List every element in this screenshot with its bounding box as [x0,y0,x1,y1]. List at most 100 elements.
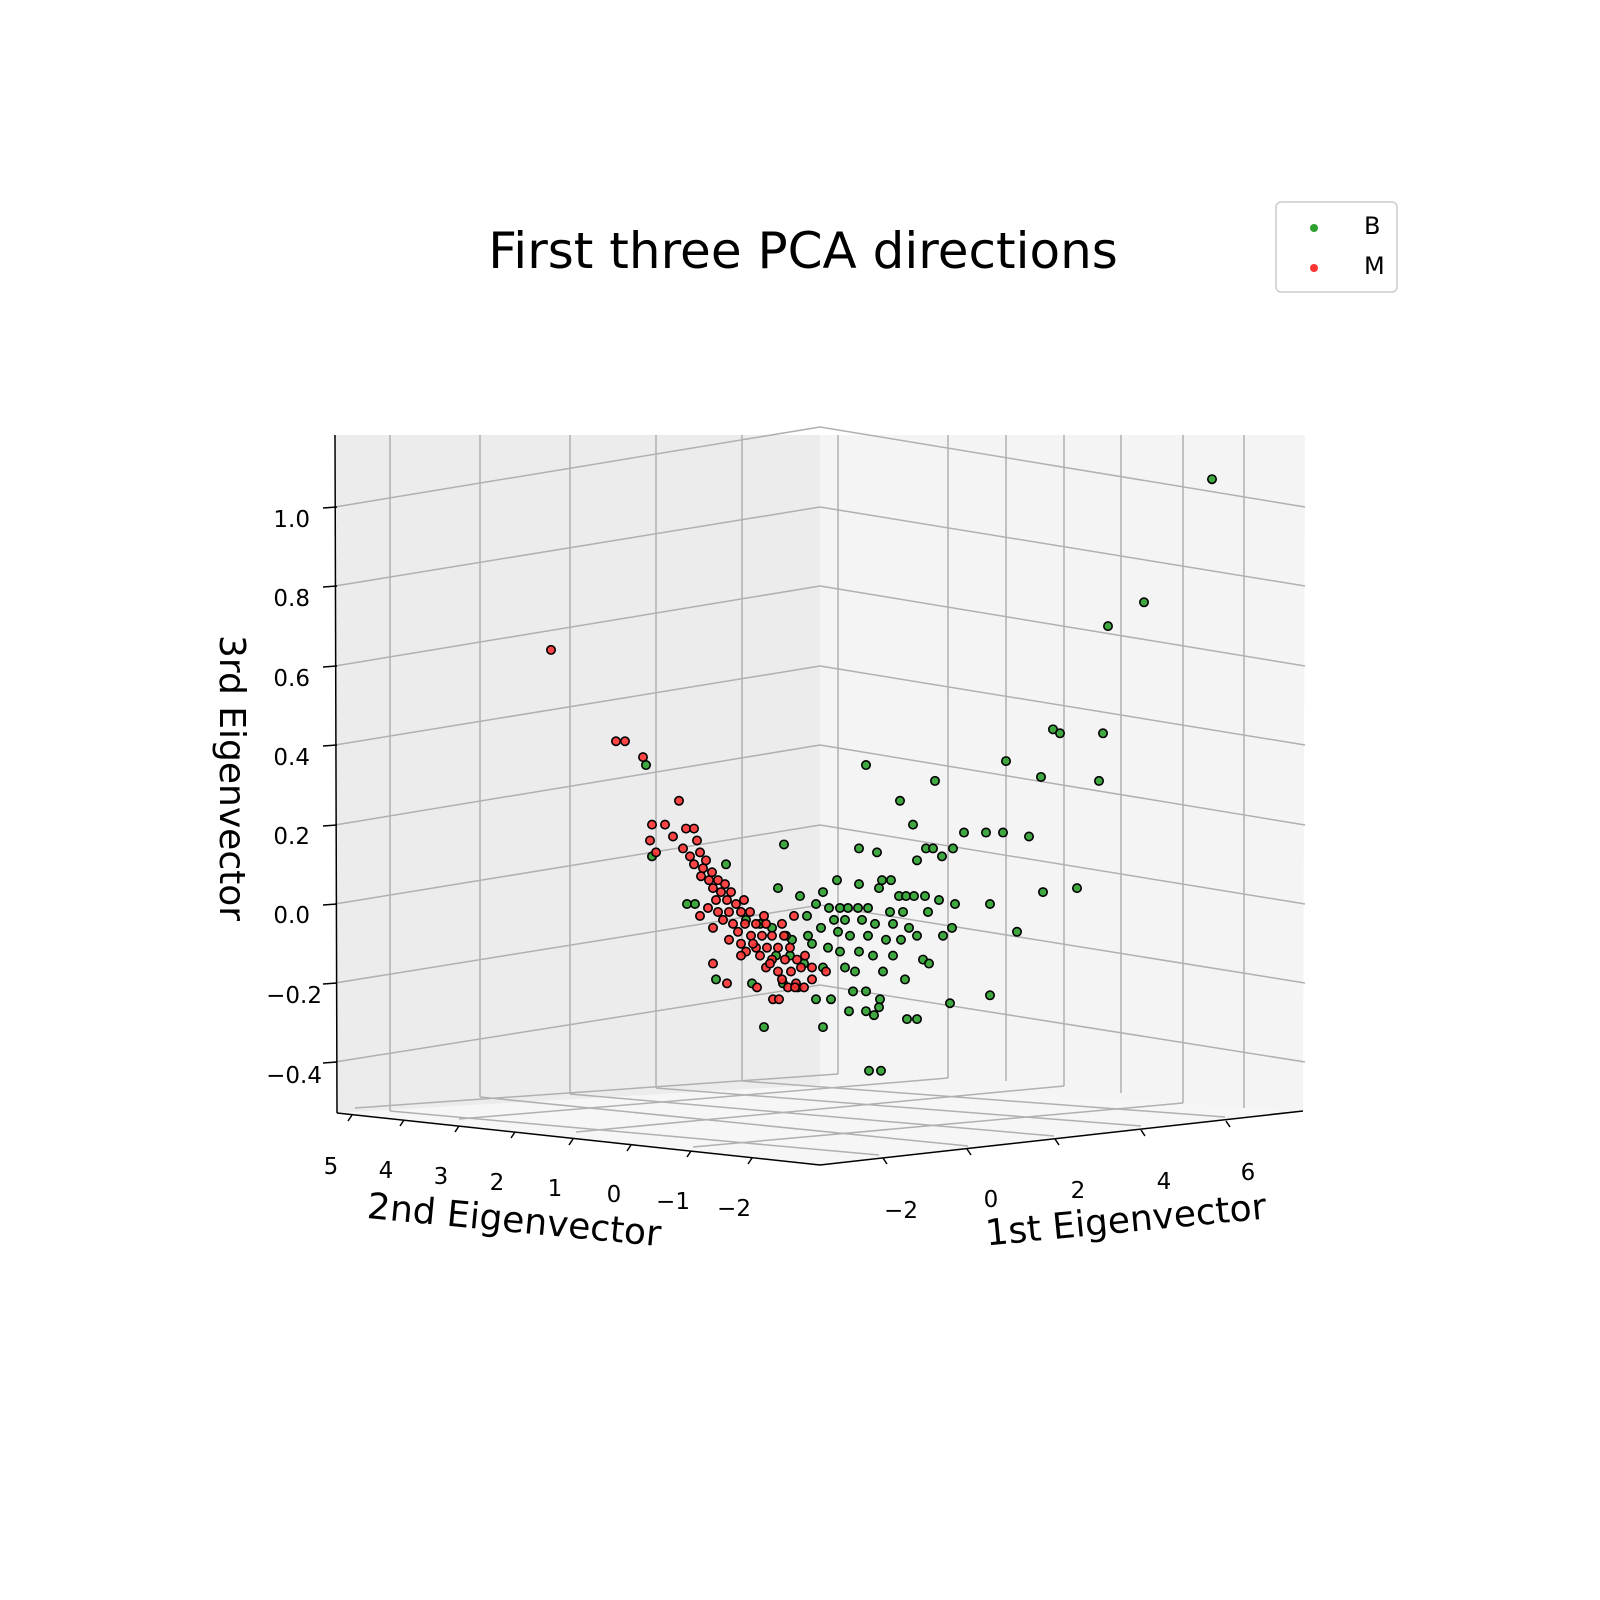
malignant-point [684,851,695,862]
y-tick-mark [747,1157,753,1165]
benign-point [1094,775,1105,786]
grid-line-floor [569,1093,1055,1137]
malignant-point [691,835,702,846]
benign-point [720,859,731,870]
malignant-point [772,942,783,953]
benign-point [794,891,805,902]
malignant-point [644,835,655,846]
malignant-point [717,914,728,925]
malignant-point [727,918,738,929]
benign-point [911,1014,922,1025]
z-tick-label: 0.2 [273,824,310,850]
x-tick-label: 4 [1157,1169,1172,1195]
benign-point [897,906,908,917]
y-tick-mark [399,1119,405,1127]
malignant-point [747,938,758,949]
y-tick-mark [510,1131,516,1139]
benign-point [907,819,918,830]
left-pane [335,435,820,1113]
benign-point [828,914,839,925]
y-tick-mark [347,1114,353,1122]
legend-box [1275,201,1398,293]
grid-line-right-wall [819,904,1306,984]
tick-marks [322,506,1231,1165]
benign-point [1024,831,1035,842]
z-tick-label: 0.0 [273,903,310,929]
malignant-point [798,982,809,993]
z-tick-label: 0.4 [273,745,310,771]
grid-line-floor [655,1087,1142,1127]
malignant-point [778,930,789,941]
benign-point [984,990,995,1001]
benign-point [901,1014,912,1025]
y-tick-mark [454,1125,460,1133]
malignant-point [750,918,761,929]
grid-line-floor [354,1073,839,1109]
malignant-point [637,752,648,763]
benign-point [880,934,891,945]
benign-point [911,855,922,866]
benign-point [772,883,783,894]
benign-point [823,902,834,913]
benign-point [778,839,789,850]
grid-line-right-wall [819,665,1306,746]
benign-point [832,926,843,937]
legend-marker-b [1310,224,1318,232]
z-tick-mark [322,744,338,747]
malignant-point [738,895,749,906]
benign-point [758,1022,769,1033]
benign-point [873,1002,884,1013]
grid-line-left-wall [334,824,821,905]
malignant-point [735,906,746,917]
benign-point [862,930,873,941]
benign-point [822,942,833,953]
benign-point [839,914,850,925]
axis-lines [334,434,1304,1166]
y-tick-mark [626,1144,632,1152]
malignant-point [732,926,743,937]
benign-point [937,930,948,941]
benign-point [1036,771,1047,782]
benign-point [933,895,944,906]
grid-line-left-wall [334,665,821,746]
benign-point [877,966,888,977]
y-tick-label: 5 [324,1154,339,1180]
benign-point [640,760,651,771]
malignant-point [688,859,699,870]
benign-point [869,918,880,929]
z-tick-mark [322,903,338,906]
grid-line-floor [692,1102,1184,1148]
malignant-point [756,930,767,941]
benign-point [815,922,826,933]
benign-point [887,918,898,929]
grid-line-floor [741,1080,1226,1118]
benign-point [817,1022,828,1033]
benign-point [860,986,871,997]
malignant-point [712,906,723,917]
malignant-point [820,966,831,977]
benign-point [876,875,887,886]
benign-point [817,887,828,898]
benign-point [860,760,871,771]
z-axis-label: 3rd Eigenvector [211,635,252,921]
grid-lines [334,426,1306,1156]
benign-point [1000,756,1011,767]
malignant-point [789,982,800,993]
y-tick-label: 2 [490,1170,505,1196]
benign-point [1207,474,1218,485]
benign-point [852,902,863,913]
z-tick-mark [322,665,338,668]
benign-point [929,775,940,786]
benign-point [849,966,860,977]
malignant-point [659,819,670,830]
grid-line-floor [575,1085,1065,1133]
benign-point [947,843,958,854]
benign-point [911,930,922,941]
benign-point [839,962,850,973]
grid-line-right-wall [819,506,1306,587]
malignant-point [710,895,721,906]
legend-label-b: B [1364,212,1380,240]
x-tick-mark [1225,1120,1231,1128]
malignant-point [735,938,746,949]
